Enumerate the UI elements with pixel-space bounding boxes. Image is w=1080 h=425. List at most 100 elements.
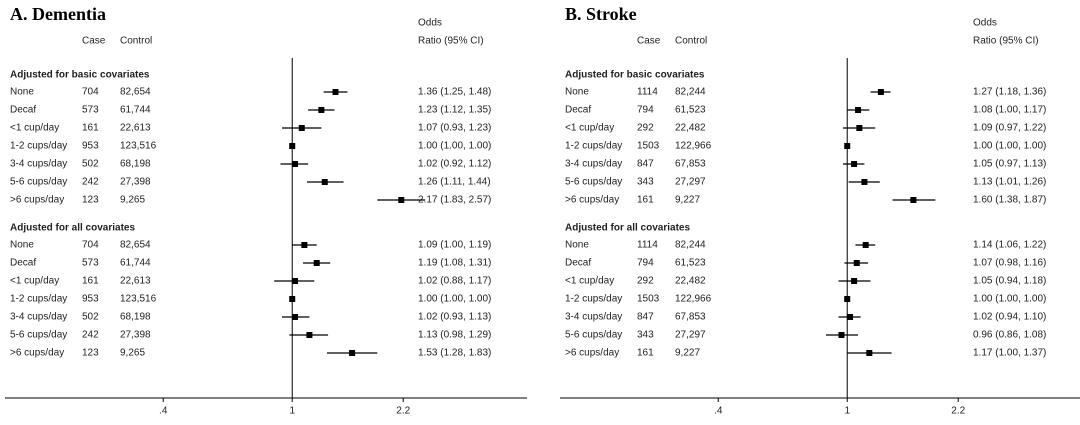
row-label: Decaf bbox=[10, 105, 36, 116]
odds-ratio-point bbox=[301, 242, 308, 248]
odds-ratio-point bbox=[313, 260, 320, 266]
odds-ratio-label: 1.00 (1.00, 1.00) bbox=[418, 294, 491, 305]
column-header: Odds bbox=[418, 18, 442, 29]
case-count: 847 bbox=[637, 312, 654, 323]
row-label: <1 cup/day bbox=[10, 123, 59, 134]
case-count: 123 bbox=[82, 195, 99, 206]
column-header: Ratio (95% CI) bbox=[418, 36, 484, 47]
odds-ratio-point bbox=[838, 332, 845, 338]
odds-ratio-label: 1.23 (1.12, 1.35) bbox=[418, 105, 491, 116]
row-label: None bbox=[10, 240, 34, 251]
odds-ratio-label: 1.02 (0.93, 1.13) bbox=[418, 312, 491, 323]
column-header: Ratio (95% CI) bbox=[973, 36, 1039, 47]
odds-ratio-point bbox=[321, 179, 328, 185]
row-label: 1-2 cups/day bbox=[565, 294, 622, 305]
control-count: 22,613 bbox=[120, 123, 151, 134]
case-count: 573 bbox=[82, 258, 99, 269]
control-count: 122,966 bbox=[675, 141, 712, 152]
control-count: 27,398 bbox=[120, 330, 151, 341]
odds-ratio-label: 2.17 (1.83, 2.57) bbox=[418, 195, 491, 206]
case-count: 123 bbox=[82, 348, 99, 359]
x-tick-label: 2.2 bbox=[951, 406, 965, 417]
group-label: Adjusted for basic covariates bbox=[10, 70, 150, 81]
panel-title: B. Stroke bbox=[565, 4, 637, 24]
control-count: 123,516 bbox=[120, 141, 157, 152]
case-count: 242 bbox=[82, 177, 99, 188]
odds-ratio-point bbox=[306, 332, 313, 338]
control-count: 123,516 bbox=[120, 294, 157, 305]
odds-ratio-label: 1.13 (1.01, 1.26) bbox=[973, 177, 1046, 188]
row-label: 1-2 cups/day bbox=[10, 294, 67, 305]
odds-ratio-label: 1.05 (0.94, 1.18) bbox=[973, 276, 1046, 287]
panel-title: A. Dementia bbox=[10, 4, 106, 24]
row-label: 5-6 cups/day bbox=[565, 330, 622, 341]
case-count: 343 bbox=[637, 177, 654, 188]
row-label: 3-4 cups/day bbox=[565, 312, 622, 323]
row-label: Decaf bbox=[10, 258, 36, 269]
case-count: 161 bbox=[637, 195, 654, 206]
odds-ratio-label: 1.07 (0.98, 1.16) bbox=[973, 258, 1046, 269]
x-tick-label: 1 bbox=[844, 406, 850, 417]
case-count: 704 bbox=[82, 240, 99, 251]
odds-ratio-point bbox=[844, 143, 851, 149]
row-label: 5-6 cups/day bbox=[565, 177, 622, 188]
row-label: Decaf bbox=[565, 105, 591, 116]
control-count: 27,398 bbox=[120, 177, 151, 188]
odds-ratio-label: 1.02 (0.92, 1.12) bbox=[418, 159, 491, 170]
odds-ratio-label: 1.05 (0.97, 1.13) bbox=[973, 159, 1046, 170]
row-label: 1-2 cups/day bbox=[10, 141, 67, 152]
row-label: None bbox=[565, 240, 589, 251]
odds-ratio-label: 1.27 (1.18, 1.36) bbox=[973, 87, 1046, 98]
row-label: >6 cups/day bbox=[10, 348, 64, 359]
row-label: 5-6 cups/day bbox=[10, 330, 67, 341]
case-count: 242 bbox=[82, 330, 99, 341]
case-count: 794 bbox=[637, 258, 654, 269]
row-label: >6 cups/day bbox=[10, 195, 64, 206]
case-count: 343 bbox=[637, 330, 654, 341]
control-count: 27,297 bbox=[675, 177, 706, 188]
odds-ratio-point bbox=[844, 296, 851, 302]
odds-ratio-point bbox=[349, 350, 356, 356]
case-count: 1114 bbox=[637, 87, 658, 98]
odds-ratio-point bbox=[847, 314, 854, 320]
group-label: Adjusted for all covariates bbox=[10, 223, 135, 234]
row-label: >6 cups/day bbox=[565, 348, 619, 359]
odds-ratio-point bbox=[318, 107, 325, 113]
case-count: 502 bbox=[82, 159, 99, 170]
x-tick-label: 2.2 bbox=[396, 406, 410, 417]
odds-ratio-label: 1.07 (0.93, 1.23) bbox=[418, 123, 491, 134]
control-count: 9,265 bbox=[120, 195, 145, 206]
odds-ratio-label: 1.19 (1.08, 1.31) bbox=[418, 258, 491, 269]
odds-ratio-label: 1.08 (1.00, 1.17) bbox=[973, 105, 1046, 116]
case-count: 953 bbox=[82, 141, 99, 152]
odds-ratio-label: 1.13 (0.98, 1.29) bbox=[418, 330, 491, 341]
control-count: 61,523 bbox=[675, 258, 706, 269]
case-count: 161 bbox=[82, 276, 99, 287]
control-count: 82,654 bbox=[120, 87, 151, 98]
control-count: 22,482 bbox=[675, 123, 706, 134]
odds-ratio-point bbox=[332, 89, 339, 95]
control-count: 68,198 bbox=[120, 312, 151, 323]
column-header: Case bbox=[637, 36, 661, 47]
case-count: 573 bbox=[82, 105, 99, 116]
case-count: 292 bbox=[637, 276, 654, 287]
odds-ratio-label: 0.96 (0.86, 1.08) bbox=[973, 330, 1046, 341]
odds-ratio-point bbox=[398, 197, 405, 203]
odds-ratio-point bbox=[853, 260, 860, 266]
control-count: 82,244 bbox=[675, 87, 706, 98]
odds-ratio-label: 1.09 (1.00, 1.19) bbox=[418, 240, 491, 251]
odds-ratio-point bbox=[289, 296, 296, 302]
odds-ratio-point bbox=[851, 278, 858, 284]
case-count: 502 bbox=[82, 312, 99, 323]
row-label: 3-4 cups/day bbox=[10, 159, 67, 170]
group-label: Adjusted for all covariates bbox=[565, 223, 690, 234]
odds-ratio-point bbox=[877, 89, 884, 95]
x-tick-label: .4 bbox=[159, 406, 168, 417]
row-label: Decaf bbox=[565, 258, 591, 269]
case-count: 847 bbox=[637, 159, 654, 170]
row-label: 1-2 cups/day bbox=[565, 141, 622, 152]
case-count: 1114 bbox=[637, 240, 658, 251]
case-count: 161 bbox=[637, 348, 654, 359]
odds-ratio-label: 1.02 (0.94, 1.10) bbox=[973, 312, 1046, 323]
